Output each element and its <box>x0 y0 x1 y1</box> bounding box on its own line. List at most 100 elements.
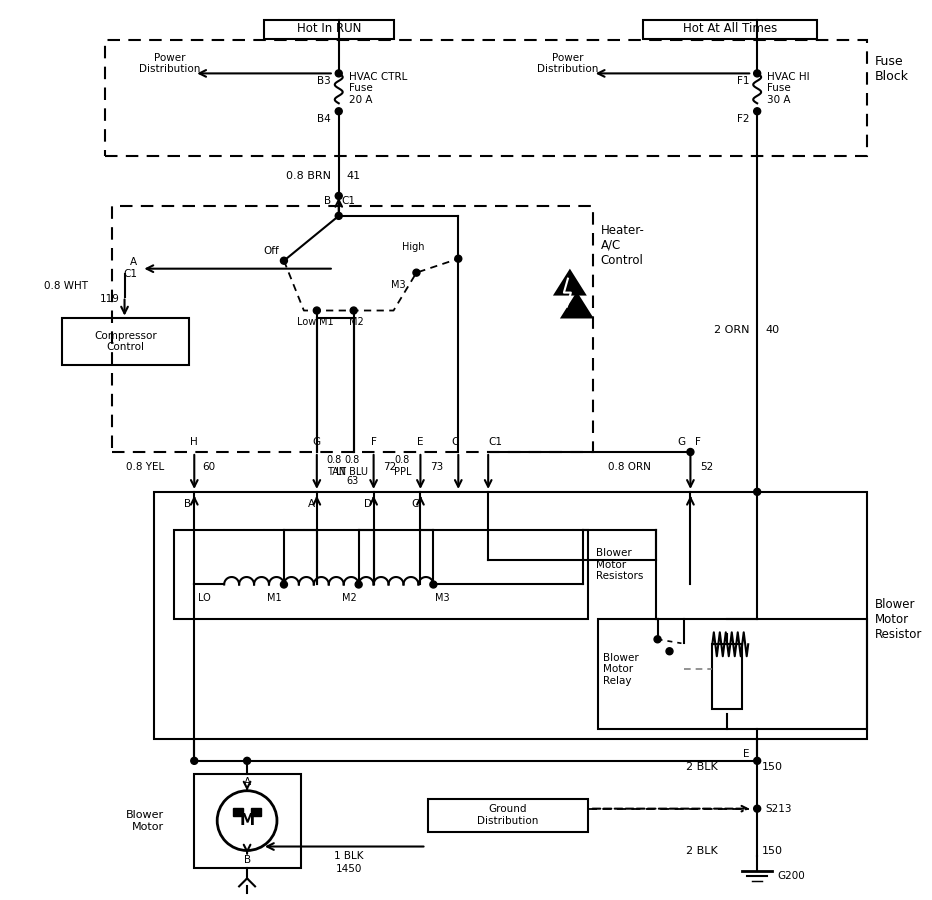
Bar <box>62 319 189 365</box>
Text: 40: 40 <box>765 326 779 336</box>
Text: 0.8: 0.8 <box>327 455 342 465</box>
Text: 73: 73 <box>431 462 444 472</box>
Text: Off: Off <box>263 246 279 256</box>
Circle shape <box>355 581 363 588</box>
Text: B: B <box>243 856 251 866</box>
Text: 2 ORN: 2 ORN <box>714 326 749 336</box>
Circle shape <box>281 581 287 588</box>
Text: S213: S213 <box>765 804 791 814</box>
Text: Blower
Motor
Resistors: Blower Motor Resistors <box>596 548 643 581</box>
Text: LT BLU: LT BLU <box>336 467 368 477</box>
Circle shape <box>350 307 357 314</box>
Bar <box>712 644 742 709</box>
Text: Compressor
Control: Compressor Control <box>94 330 157 352</box>
Text: 150: 150 <box>762 761 783 772</box>
Text: C1: C1 <box>123 269 138 279</box>
Text: 2 BLK: 2 BLK <box>686 845 718 856</box>
Text: TAN: TAN <box>327 467 346 477</box>
Text: A: A <box>308 499 315 508</box>
Circle shape <box>754 489 761 495</box>
Text: F2: F2 <box>736 114 749 124</box>
Text: C1: C1 <box>488 437 502 447</box>
Text: C: C <box>411 499 418 508</box>
Text: Fuse
Block: Fuse Block <box>875 56 909 84</box>
Text: Ground
Distribution: Ground Distribution <box>477 805 539 826</box>
Text: M3: M3 <box>391 280 405 290</box>
Text: G200: G200 <box>777 871 805 881</box>
Bar <box>174 530 588 619</box>
Text: B3: B3 <box>317 76 331 86</box>
Text: 1 BLK: 1 BLK <box>334 851 363 861</box>
Text: B4: B4 <box>317 114 331 124</box>
Polygon shape <box>560 292 594 319</box>
Text: M: M <box>240 813 254 828</box>
Text: LO: LO <box>198 593 211 603</box>
Bar <box>104 40 867 156</box>
Text: Hot In RUN: Hot In RUN <box>296 22 361 35</box>
Text: M1: M1 <box>319 318 334 328</box>
Text: Blower
Motor: Blower Motor <box>126 810 164 832</box>
Text: M2: M2 <box>342 593 357 603</box>
Text: A: A <box>243 777 251 787</box>
Text: 150: 150 <box>762 845 783 856</box>
Text: C1: C1 <box>342 196 356 206</box>
Circle shape <box>754 758 761 764</box>
Text: M2: M2 <box>350 318 364 328</box>
Circle shape <box>281 257 287 265</box>
Circle shape <box>336 108 342 115</box>
Circle shape <box>687 448 694 455</box>
Circle shape <box>336 212 342 220</box>
Circle shape <box>336 70 342 77</box>
Text: 0.8: 0.8 <box>395 455 410 465</box>
Text: Blower
Motor
Relay: Blower Motor Relay <box>603 652 638 686</box>
Text: E: E <box>418 437 424 447</box>
Bar <box>155 491 867 739</box>
Text: G: G <box>313 437 321 447</box>
Text: C: C <box>451 437 459 447</box>
Text: F: F <box>371 437 377 447</box>
Text: M1: M1 <box>267 593 282 603</box>
Text: G: G <box>678 437 685 447</box>
Circle shape <box>191 758 198 764</box>
Circle shape <box>430 581 437 588</box>
Text: High: High <box>403 242 425 252</box>
Text: 0.8 BRN: 0.8 BRN <box>286 171 331 181</box>
Text: 63: 63 <box>347 476 359 486</box>
Text: Blower
Motor
Resistor: Blower Motor Resistor <box>875 598 922 641</box>
Text: Power
Distribution: Power Distribution <box>537 52 598 74</box>
Text: 0.8: 0.8 <box>344 455 360 465</box>
Text: 41: 41 <box>347 171 361 181</box>
Text: 72: 72 <box>384 462 397 472</box>
Circle shape <box>313 307 321 314</box>
Text: D: D <box>363 499 372 508</box>
Text: Hot At All Times: Hot At All Times <box>683 22 777 35</box>
Text: Power
Distribution: Power Distribution <box>139 52 200 74</box>
Circle shape <box>666 648 673 654</box>
Text: B: B <box>185 499 191 508</box>
Text: H: H <box>190 437 199 447</box>
Text: 0.8 WHT: 0.8 WHT <box>44 281 88 291</box>
Circle shape <box>754 806 761 812</box>
Circle shape <box>455 256 461 262</box>
Circle shape <box>654 635 661 643</box>
Text: HVAC CTRL
Fuse
20 A: HVAC CTRL Fuse 20 A <box>349 72 407 105</box>
Text: 0.8 YEL: 0.8 YEL <box>126 462 164 472</box>
Bar <box>233 807 243 815</box>
Bar <box>194 774 301 868</box>
Text: Low: Low <box>297 318 317 328</box>
Text: M3: M3 <box>435 593 450 603</box>
Text: F: F <box>695 437 701 447</box>
Text: E: E <box>743 749 749 759</box>
Bar <box>251 807 261 815</box>
Circle shape <box>413 269 420 276</box>
Text: 52: 52 <box>700 462 714 472</box>
Text: F1: F1 <box>736 76 749 86</box>
Text: 2 BLK: 2 BLK <box>686 761 718 772</box>
Text: 1450: 1450 <box>336 864 362 875</box>
Text: 0.8 ORN: 0.8 ORN <box>608 462 651 472</box>
Text: B: B <box>323 196 331 206</box>
Circle shape <box>754 108 761 115</box>
Bar <box>112 206 593 452</box>
Text: PPL: PPL <box>393 467 411 477</box>
Text: 119: 119 <box>100 293 119 303</box>
